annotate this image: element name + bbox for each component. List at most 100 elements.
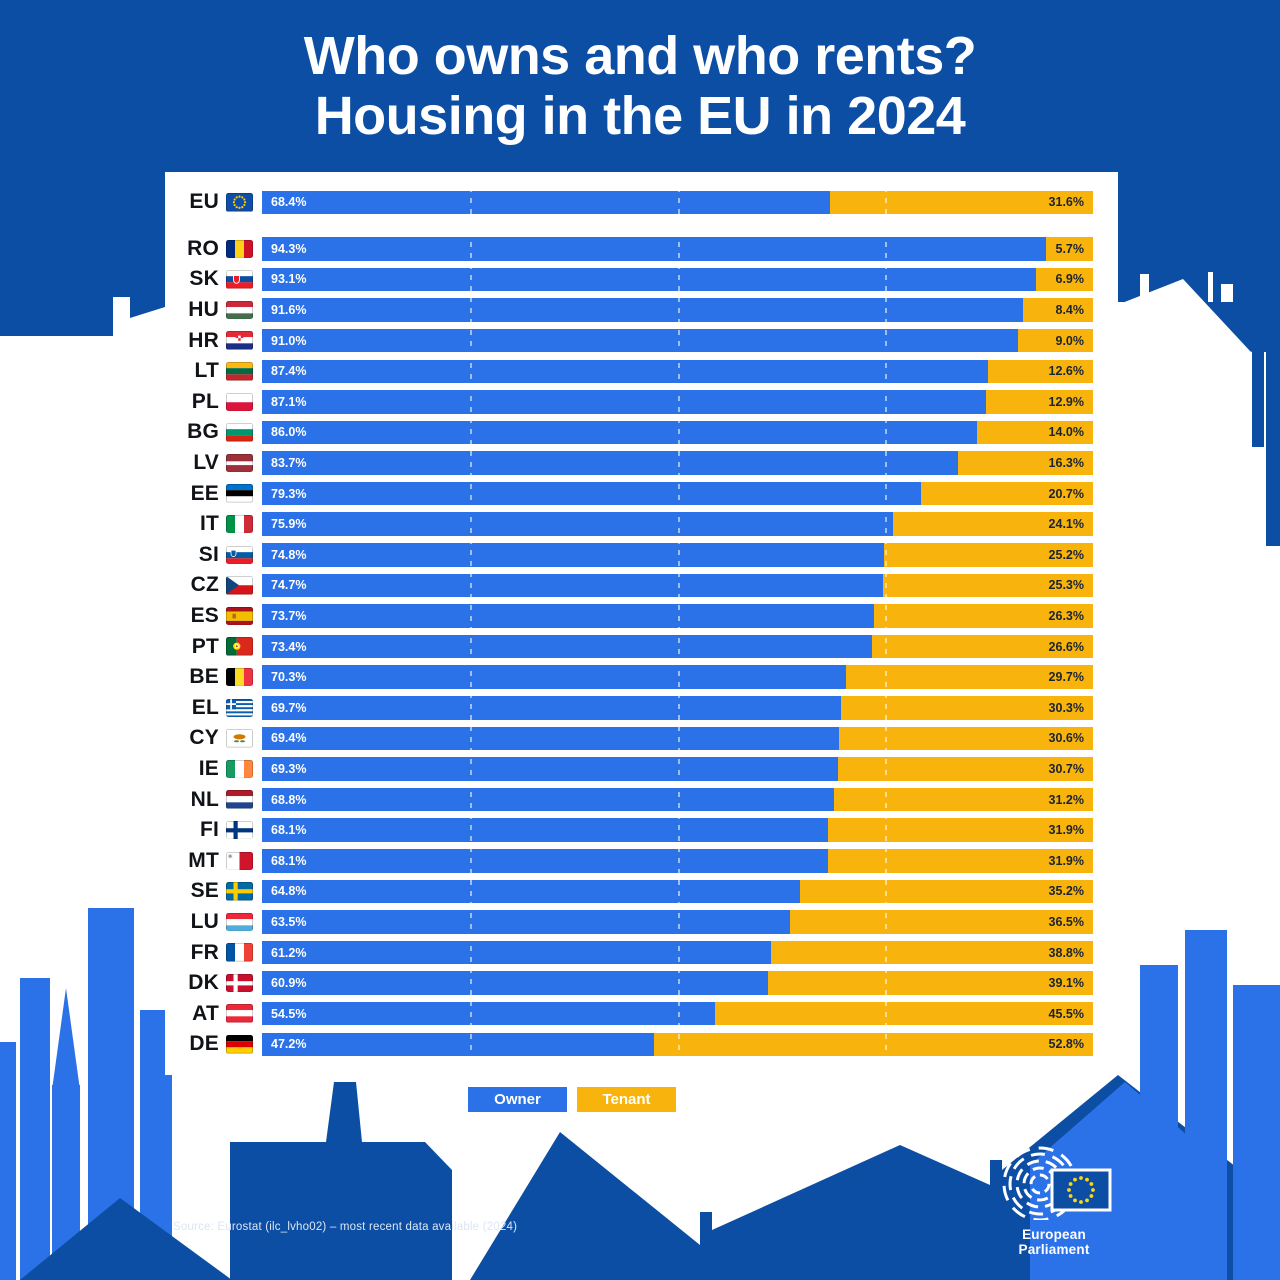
tenant-value: 52.8% [1048, 1037, 1084, 1052]
owner-bar: 79.3% [262, 481, 921, 506]
country-code: AT [192, 1001, 219, 1025]
owner-value: 60.9% [271, 976, 307, 991]
owner-value: 69.4% [271, 731, 307, 746]
tenant-value: 12.9% [1048, 394, 1084, 409]
country-label: MT [175, 849, 262, 873]
tenant-value: 30.7% [1048, 761, 1084, 776]
bar-track: 74.8% 25.2% [262, 543, 1093, 567]
country-code: ES [190, 604, 219, 628]
flag-icon [226, 362, 253, 381]
country-code: BG [187, 420, 219, 444]
flag-icon [226, 912, 253, 932]
owner-value: 73.7% [271, 609, 307, 624]
tenant-bar: 25.3% [882, 573, 1093, 598]
tenant-value: 30.6% [1048, 731, 1084, 746]
legend-owner-swatch: Owner [468, 1087, 567, 1112]
country-label: BE [175, 665, 262, 689]
bar-row-it: IT 75.9% 24.1% [175, 509, 1093, 540]
owner-bar: 75.9% [262, 512, 893, 536]
flag-icon [226, 943, 253, 962]
country-label: CY [175, 726, 262, 750]
owner-bar: 68.8% [262, 787, 834, 812]
flag-icon [226, 239, 253, 259]
bar-row-se: SE 64.8% 35.2% [175, 876, 1093, 907]
country-label: EE [175, 482, 262, 506]
owner-value: 75.9% [271, 517, 307, 532]
owner-value: 79.3% [271, 486, 307, 501]
flag-icon [226, 729, 253, 748]
country-label: SK [175, 267, 262, 291]
country-label: HU [175, 298, 262, 322]
owner-value: 87.4% [271, 364, 307, 379]
bar-track: 60.9% 39.1% [262, 971, 1093, 995]
country-label: LT [175, 359, 262, 383]
owner-bar: 70.3% [262, 665, 847, 689]
tenant-bar: 38.8% [770, 940, 1093, 965]
tenant-value: 31.9% [1048, 853, 1084, 868]
country-code: LV [193, 451, 219, 475]
bar-row-es: ES 73.7% 26.3% [175, 601, 1093, 632]
bar-row-be: BE 70.3% 29.7% [175, 662, 1093, 693]
page-title-line2: Housing in the EU in 2024 [314, 86, 966, 147]
tenant-bar: 26.6% [871, 634, 1093, 659]
flag-icon [226, 851, 253, 871]
tenant-value: 16.3% [1048, 456, 1084, 471]
tenant-bar: 16.3% [957, 451, 1093, 475]
tenant-value: 31.2% [1048, 792, 1084, 807]
owner-value: 74.7% [271, 578, 307, 593]
flag-icon [226, 484, 253, 503]
bar-chart: EU 68.4% 31.6% RO 94.3% 5.7% SK 93.1% 6.9% HU 91.6… [175, 187, 1093, 1060]
owner-bar: 91.6% [262, 298, 1024, 322]
page-title: Who owns and who rents? Housing in the E… [0, 26, 1280, 147]
bar-row-lu: LU 63.5% 36.5% [175, 907, 1093, 938]
tenant-bar: 30.7% [837, 757, 1093, 781]
bar-row-lv: LV 83.7% 16.3% [175, 448, 1093, 479]
tenant-bar: 5.7% [1045, 237, 1093, 261]
bar-row-fi: FI 68.1% 31.9% [175, 815, 1093, 846]
tenant-bar: 26.3% [874, 604, 1093, 628]
bar-row-de: DE 47.2% 52.8% [175, 1029, 1093, 1060]
country-label: CZ [175, 573, 262, 597]
tenant-value: 14.0% [1048, 425, 1084, 440]
bar-track: 73.7% 26.3% [262, 604, 1093, 628]
bar-track: 69.7% 30.3% [262, 696, 1093, 720]
bar-track: 68.1% 31.9% [262, 849, 1093, 873]
owner-bar: 74.8% [262, 543, 884, 567]
owner-value: 69.7% [271, 700, 307, 715]
legend: Owner Tenant [468, 1087, 676, 1112]
bar-track: 54.5% 45.5% [262, 1001, 1093, 1026]
tenant-value: 8.4% [1055, 303, 1085, 318]
legend-owner-label: Owner [494, 1091, 541, 1108]
bar-track: 69.3% 30.7% [262, 757, 1093, 781]
owner-value: 83.7% [271, 456, 307, 471]
owner-bar: 87.4% [262, 359, 989, 384]
tenant-value: 25.3% [1048, 578, 1084, 593]
ep-logo-caption: European Parliament [1018, 1227, 1090, 1257]
country-label: SI [175, 543, 262, 567]
bar-row-pl: PL 87.1% 12.9% [175, 387, 1093, 418]
tenant-bar: 45.5% [714, 1001, 1093, 1026]
tenant-value: 26.6% [1048, 639, 1084, 654]
bar-row-lt: LT 87.4% 12.6% [175, 356, 1093, 387]
flag-icon [226, 973, 253, 993]
flag-icon [226, 514, 253, 534]
flag-icon [226, 820, 253, 840]
tenant-value: 35.2% [1048, 884, 1084, 899]
flag-icon [226, 331, 253, 350]
owner-value: 86.0% [271, 425, 307, 440]
owner-value: 61.2% [271, 945, 307, 960]
owner-value: 70.3% [271, 670, 307, 685]
country-label: AT [175, 1002, 262, 1026]
owner-bar: 93.1% [262, 267, 1036, 292]
ep-hemicycle-icon [1002, 1146, 1112, 1222]
bar-track: 75.9% 24.1% [262, 512, 1093, 536]
flag-icon [226, 698, 253, 718]
owner-value: 91.6% [271, 303, 307, 318]
bar-track: 70.3% 29.7% [262, 665, 1093, 689]
tenant-bar: 31.6% [830, 190, 1093, 215]
bar-track: 87.4% 12.6% [262, 359, 1093, 384]
country-code: EU [189, 190, 219, 214]
owner-bar: 64.8% [262, 879, 801, 904]
flag-icon [226, 453, 253, 473]
